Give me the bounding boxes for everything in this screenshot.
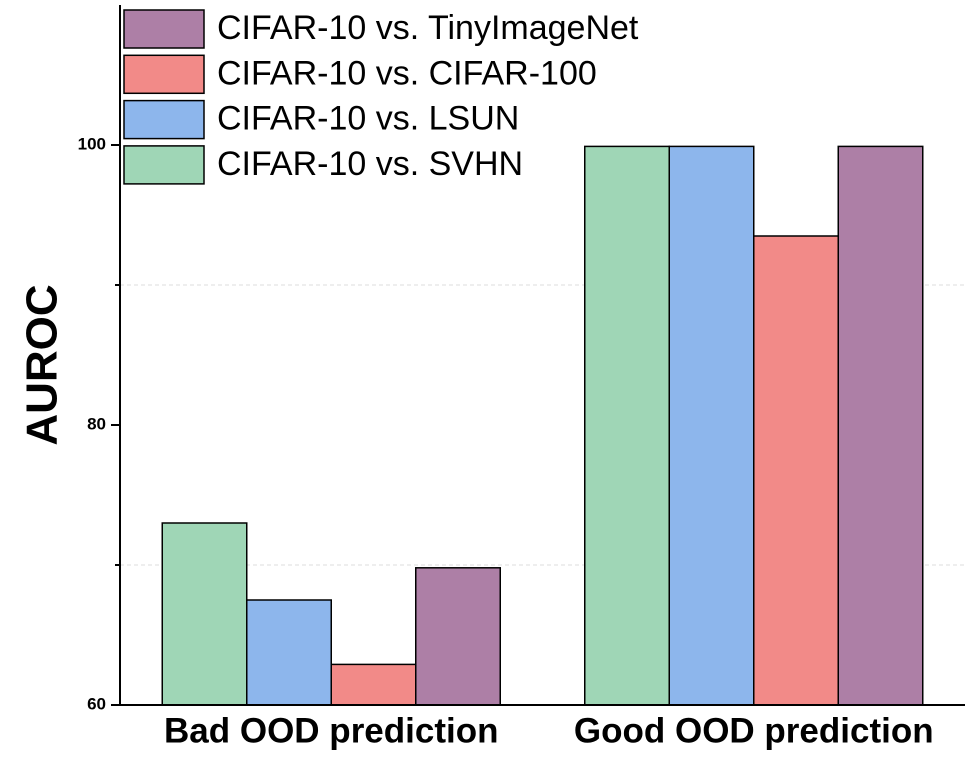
legend-label: CIFAR-10 vs. CIFAR-100 — [217, 54, 597, 92]
bar — [415, 567, 501, 706]
legend-label: CIFAR-10 vs. TinyImageNet — [217, 9, 639, 47]
legend-label: CIFAR-10 vs. LSUN — [217, 100, 519, 138]
bar — [584, 145, 670, 706]
y-tick-label: 100 — [78, 134, 106, 153]
y-tick-label: 80 — [87, 414, 106, 433]
y-tick-label: 60 — [87, 694, 106, 713]
y-axis-label: AUROC — [18, 284, 67, 445]
bar — [668, 145, 755, 706]
legend-swatch — [123, 9, 205, 49]
bar — [837, 145, 924, 706]
legend-swatch — [123, 99, 205, 140]
bar — [246, 599, 332, 706]
legend-label: CIFAR-10 vs. SVHN — [217, 145, 523, 183]
bar — [330, 663, 417, 706]
bar — [753, 235, 839, 706]
x-tick-label: Good OOD prediction — [574, 711, 934, 750]
x-tick-label: Bad OOD prediction — [164, 711, 498, 750]
legend-swatch — [123, 54, 205, 95]
bar — [161, 522, 248, 706]
legend-swatch — [123, 145, 205, 185]
